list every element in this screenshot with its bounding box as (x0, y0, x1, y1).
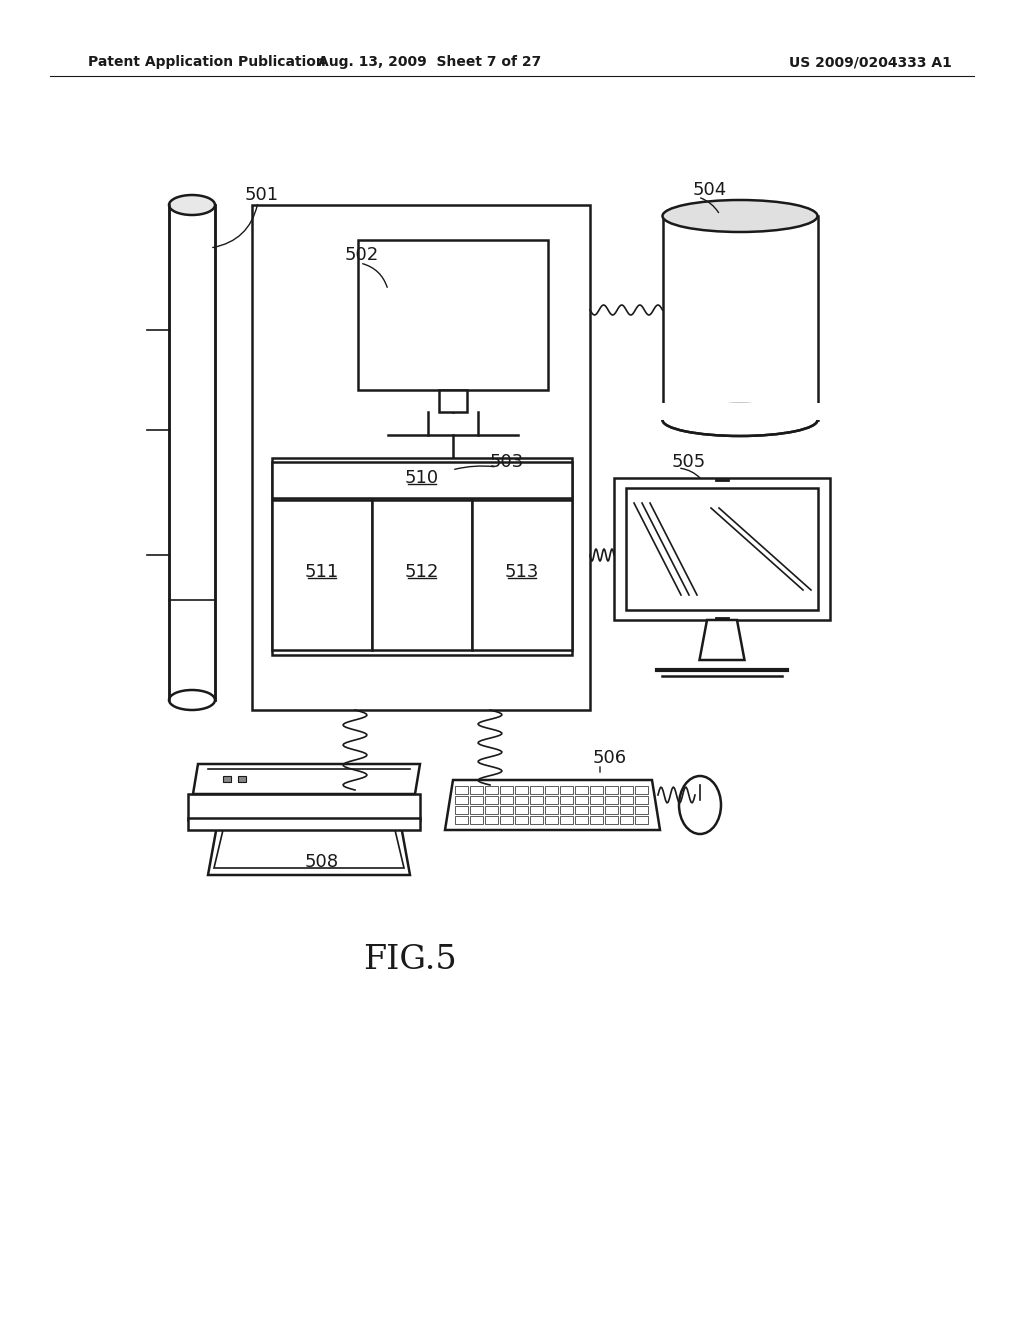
Bar (455, 785, 468, 795)
Bar (485, 796, 498, 804)
Bar (635, 796, 648, 804)
Bar (635, 807, 648, 814)
Bar (545, 816, 558, 824)
Text: 513: 513 (505, 564, 540, 581)
Bar (515, 807, 528, 814)
Polygon shape (208, 820, 410, 875)
Bar (605, 785, 618, 795)
Bar (620, 807, 633, 814)
Bar (530, 816, 543, 824)
Bar (455, 796, 468, 804)
Bar (500, 785, 513, 795)
Text: 501: 501 (245, 186, 280, 205)
Bar (188, 795, 420, 820)
Text: 510: 510 (404, 469, 439, 487)
Bar (575, 816, 588, 824)
Bar (575, 807, 588, 814)
Bar (223, 776, 231, 781)
Bar (545, 807, 558, 814)
Bar (545, 796, 558, 804)
Bar (272, 500, 372, 649)
Bar (560, 785, 573, 795)
Bar (530, 796, 543, 804)
Text: 511: 511 (305, 564, 339, 581)
Bar (455, 816, 468, 824)
Ellipse shape (169, 195, 215, 215)
Bar (455, 807, 468, 814)
Ellipse shape (679, 776, 721, 834)
Bar (575, 785, 588, 795)
Bar (470, 796, 483, 804)
Bar (515, 785, 528, 795)
Bar (626, 488, 818, 610)
Text: 506: 506 (593, 748, 627, 767)
Text: 512: 512 (404, 564, 439, 581)
Text: US 2009/0204333 A1: US 2009/0204333 A1 (788, 55, 951, 69)
Bar (272, 458, 572, 655)
Polygon shape (214, 830, 404, 869)
Bar (590, 785, 603, 795)
Bar (663, 216, 817, 420)
Bar (372, 500, 472, 649)
Bar (590, 816, 603, 824)
Bar (590, 807, 603, 814)
Text: 503: 503 (490, 453, 524, 471)
Bar (500, 807, 513, 814)
Bar (238, 776, 246, 781)
Bar (515, 796, 528, 804)
Bar (635, 785, 648, 795)
Bar (660, 403, 819, 420)
Bar (470, 807, 483, 814)
Bar (605, 807, 618, 814)
Bar (485, 816, 498, 824)
Polygon shape (445, 780, 660, 830)
Text: 502: 502 (345, 246, 379, 264)
Bar (545, 785, 558, 795)
Bar (620, 796, 633, 804)
Bar (358, 240, 548, 389)
Bar (605, 796, 618, 804)
Text: 508: 508 (305, 853, 339, 871)
Bar (272, 462, 572, 498)
Bar (470, 785, 483, 795)
Bar (485, 785, 498, 795)
Bar (575, 796, 588, 804)
Bar (560, 807, 573, 814)
Text: FIG.5: FIG.5 (364, 944, 457, 975)
Bar (560, 816, 573, 824)
Bar (439, 389, 467, 412)
Text: Patent Application Publication: Patent Application Publication (88, 55, 326, 69)
Bar (188, 818, 420, 830)
Bar (614, 478, 830, 620)
Bar (590, 796, 603, 804)
Bar (620, 816, 633, 824)
Text: Aug. 13, 2009  Sheet 7 of 27: Aug. 13, 2009 Sheet 7 of 27 (318, 55, 542, 69)
Bar (472, 500, 572, 649)
Bar (485, 807, 498, 814)
Bar (515, 816, 528, 824)
Bar (620, 785, 633, 795)
Text: 505: 505 (672, 453, 707, 471)
Bar (530, 785, 543, 795)
Bar (252, 205, 590, 710)
Bar (470, 816, 483, 824)
Bar (635, 816, 648, 824)
Bar (500, 816, 513, 824)
Polygon shape (699, 620, 744, 660)
Ellipse shape (663, 201, 817, 232)
Ellipse shape (169, 690, 215, 710)
Text: 504: 504 (693, 181, 727, 199)
Bar (530, 807, 543, 814)
Bar (560, 796, 573, 804)
Bar (500, 796, 513, 804)
Bar (169, 205, 215, 700)
Bar (605, 816, 618, 824)
Ellipse shape (663, 404, 817, 436)
Polygon shape (193, 764, 420, 795)
